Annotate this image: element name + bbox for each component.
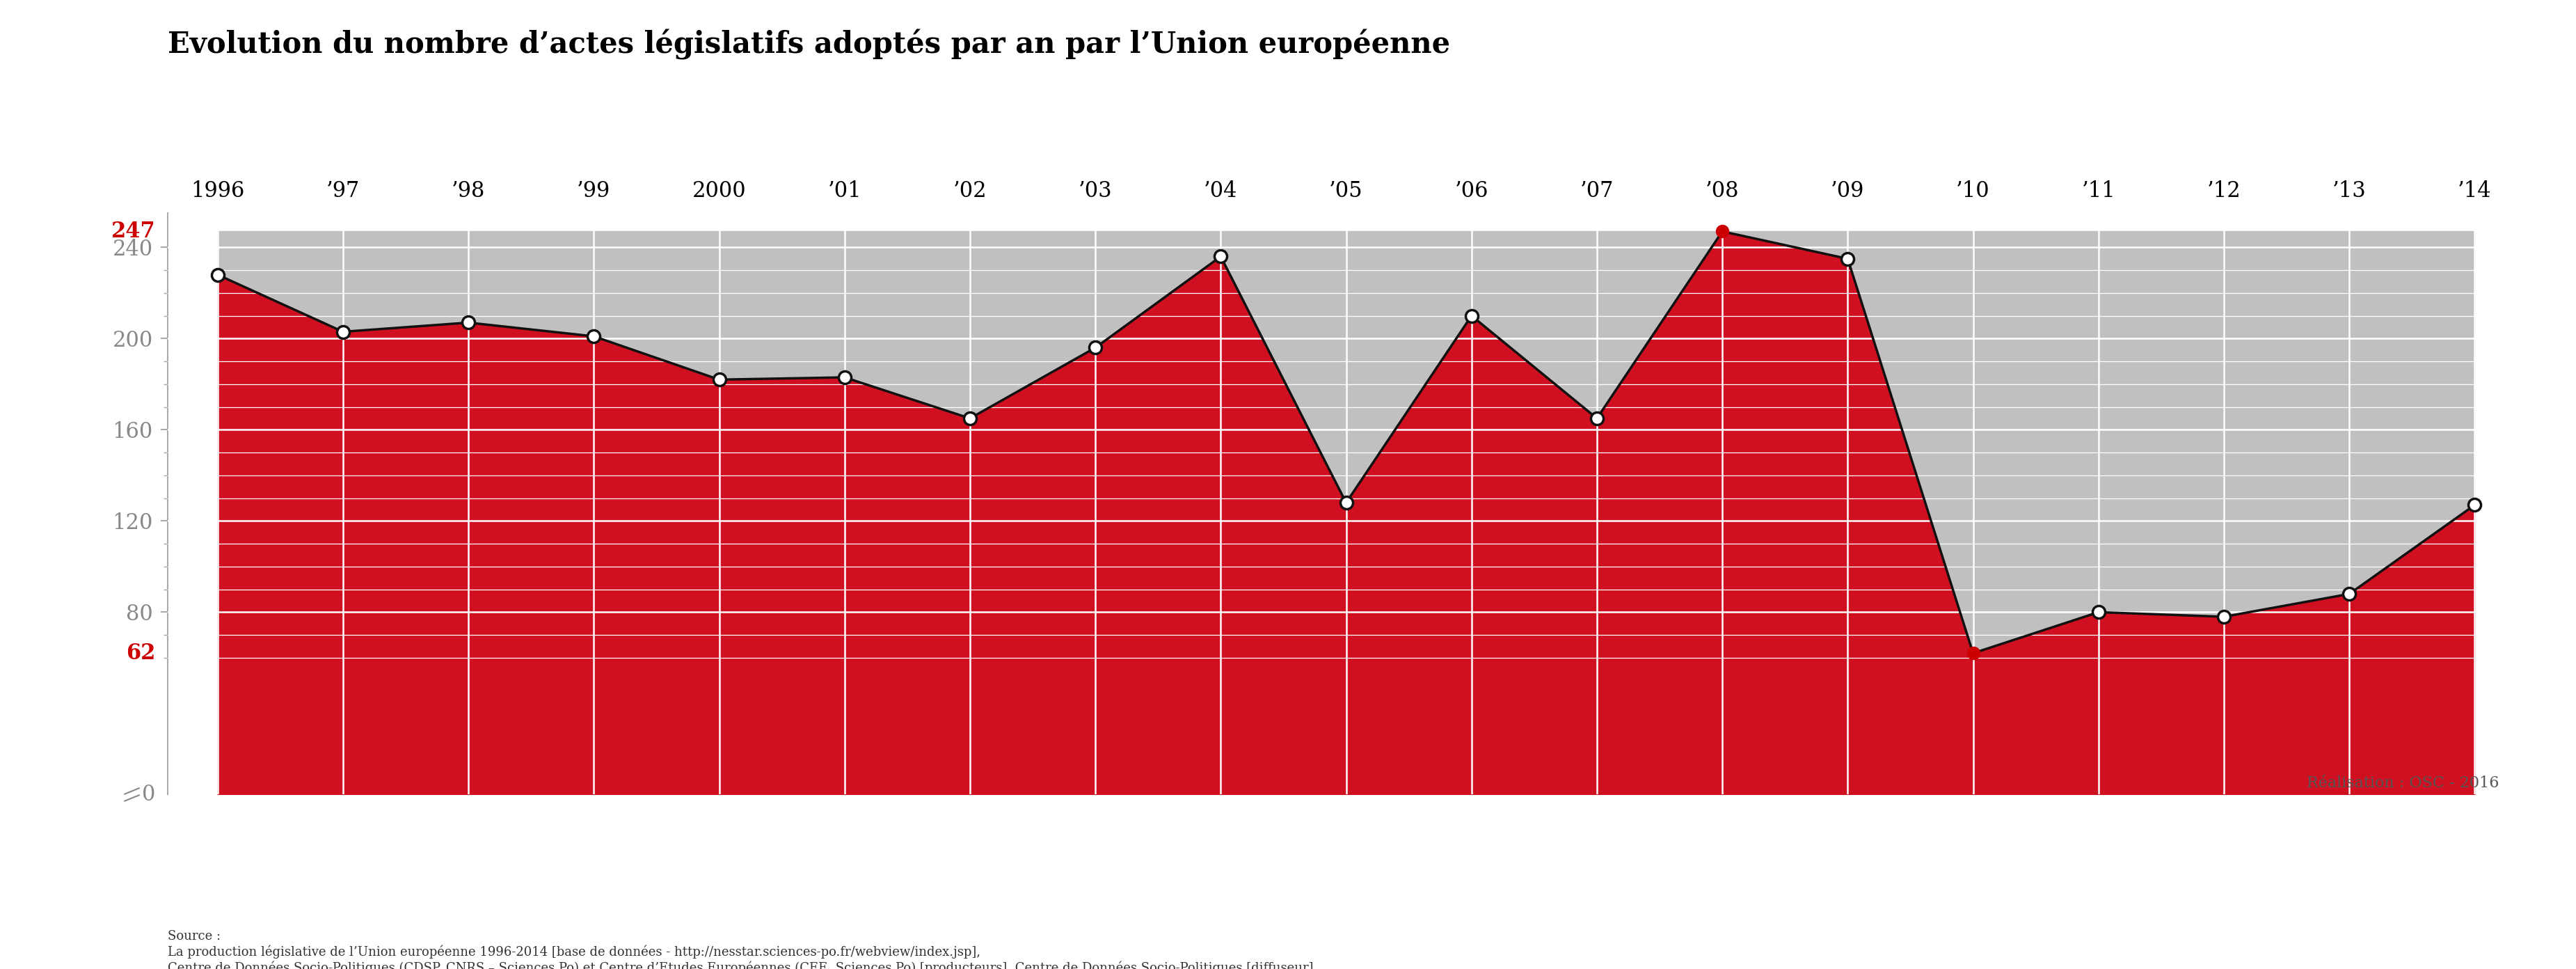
Text: 247: 247 — [111, 221, 155, 242]
Text: Evolution du nombre d’actes législatifs adoptés par an par l’Union européenne: Evolution du nombre d’actes législatifs … — [167, 29, 1450, 60]
Text: Réalisation : OSC - 2016: Réalisation : OSC - 2016 — [2306, 775, 2499, 791]
Text: 62: 62 — [126, 642, 155, 664]
Text: 0: 0 — [142, 784, 155, 805]
Text: Source :
La production législative de l’Union européenne 1996-2014 [base de donn: Source : La production législative de l’… — [167, 930, 1316, 969]
